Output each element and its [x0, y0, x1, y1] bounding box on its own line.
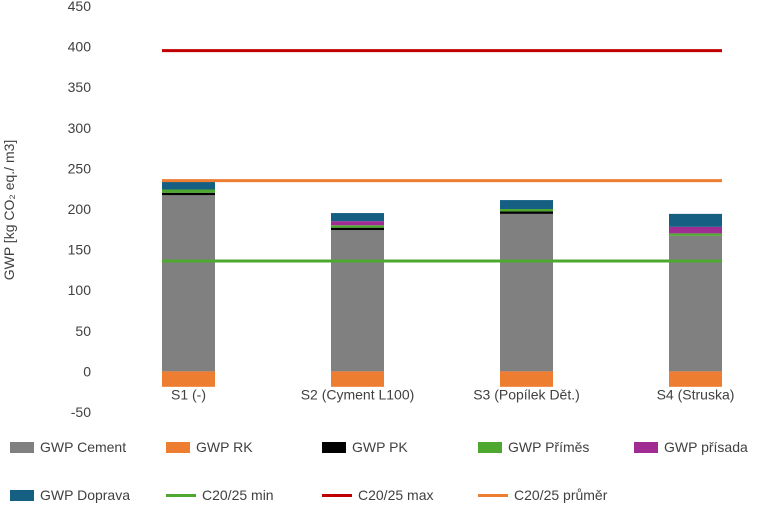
bar-segment — [331, 213, 384, 222]
category-label: S3 (Popílek Dět.) — [473, 386, 580, 402]
bar-segment — [669, 226, 722, 234]
bar-segment — [331, 230, 384, 372]
category-label: S2 (Cyment L100) — [301, 386, 415, 402]
legend-label: C20/25 min — [202, 487, 274, 503]
legend-label: C20/25 max — [358, 487, 434, 503]
y-tick-label: 150 — [68, 242, 92, 258]
bar-segment — [500, 371, 553, 387]
legend-swatch — [322, 493, 352, 497]
y-tick-label: 100 — [68, 282, 92, 298]
bar-segment — [669, 235, 722, 372]
legend-label: GWP Příměs — [508, 439, 590, 455]
legend-label: C20/25 průměr — [514, 487, 608, 503]
legend-label: GWP RK — [196, 439, 253, 455]
bar-segment — [162, 181, 215, 190]
legend-swatch — [10, 441, 34, 453]
legend-swatch — [10, 489, 34, 501]
legend-swatch — [478, 493, 508, 497]
legend-swatch — [166, 441, 190, 453]
legend-item: GWP RK — [166, 439, 253, 455]
y-tick-label: 350 — [68, 79, 92, 95]
legend-item: GWP přísada — [634, 439, 748, 455]
bar-segment — [500, 213, 553, 372]
bar-segment — [500, 211, 553, 214]
y-tick-label: 200 — [68, 201, 92, 217]
legend-item: GWP Cement — [10, 439, 126, 455]
bar-segment — [331, 227, 384, 231]
bar-segment — [669, 371, 722, 387]
legend-label: GWP Doprava — [40, 487, 130, 503]
reference-lines — [162, 49, 722, 263]
y-tick-label: 300 — [68, 120, 92, 136]
bar-segment — [331, 221, 384, 226]
bar-segment — [331, 371, 384, 387]
legend-swatch — [166, 493, 196, 497]
chart: GWP [kg CO₂ eq./ m3] -50 0 50 100 150 200 250 3… — [1, 0, 734, 420]
legend-swatch — [634, 441, 658, 453]
bar-segment — [331, 225, 384, 228]
y-tick-label: -50 — [71, 404, 91, 420]
legend-label: GWP PK — [352, 439, 408, 455]
category-label: S4 (Struska) — [657, 386, 735, 402]
legend: GWP Cement GWP RK GWP PK GWP Příměs GWP přís… — [0, 432, 780, 507]
y-tick-label: 450 — [68, 0, 92, 14]
legend-label: GWP Cement — [40, 439, 127, 455]
legend-swatch — [478, 441, 502, 453]
bar-segment — [162, 371, 215, 387]
bar-segment — [669, 213, 722, 227]
category-label: S1 (-) — [171, 386, 206, 402]
legend-item: C20/25 min — [166, 487, 274, 503]
legend-item: C20/25 průměr — [478, 487, 607, 503]
category-labels: S1 (-) S2 (Cyment L100) S3 (Popílek Dět.) S… — [171, 386, 734, 402]
y-tick-label: 250 — [68, 160, 92, 176]
bar-segment — [162, 195, 215, 372]
legend-item: GWP Doprava — [10, 487, 130, 503]
y-tick-label: 50 — [75, 323, 91, 339]
bars — [162, 181, 722, 387]
bar-segment — [162, 192, 215, 196]
legend-swatch — [322, 441, 346, 453]
bar-segment — [500, 209, 553, 212]
bar-segment — [162, 189, 215, 193]
y-ticks: -50 0 50 100 150 200 250 300 350 400 450 — [68, 0, 92, 420]
legend-item: GWP PK — [322, 439, 408, 455]
y-tick-label: 400 — [68, 39, 92, 55]
legend-item: GWP Příměs — [478, 439, 589, 455]
legend-item: C20/25 max — [322, 487, 433, 503]
bar-segment — [669, 233, 722, 236]
y-tick-label: 0 — [83, 363, 91, 379]
y-axis-label: GWP [kg CO₂ eq./ m3] — [1, 140, 17, 281]
bar-segment — [500, 200, 553, 209]
legend-label: GWP přísada — [664, 439, 748, 455]
